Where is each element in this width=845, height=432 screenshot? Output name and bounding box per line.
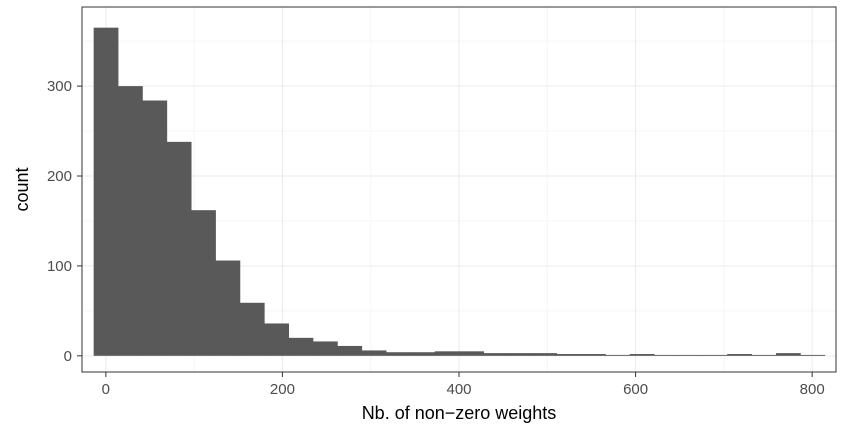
histogram-bar: [702, 354, 728, 356]
histogram-bar: [727, 354, 752, 356]
histogram-bar: [410, 352, 436, 356]
histogram-bar: [556, 354, 582, 356]
histogram-bar: [678, 354, 704, 356]
y-tick-label: 300: [47, 78, 72, 95]
histogram-bar: [312, 341, 338, 356]
y-tick-label: 100: [47, 258, 72, 275]
histogram-bar: [337, 345, 363, 356]
histogram-bar: [361, 350, 387, 356]
tick-labels: 0 200 400 600 800 0 100 200 300: [47, 78, 825, 398]
histogram-bar: [191, 210, 216, 356]
histogram-bar: [215, 260, 241, 356]
histogram-bar: [93, 27, 119, 356]
y-axis-title: count: [12, 167, 32, 211]
histogram-bar: [654, 354, 679, 356]
histogram-bar: [239, 302, 265, 356]
histogram-bar: [434, 351, 460, 356]
axis-ticks: [77, 85, 813, 377]
histogram-bar: [142, 100, 168, 356]
histogram-bar: [507, 353, 533, 356]
histogram-bar: [581, 354, 606, 356]
histogram-bar: [118, 86, 143, 356]
histogram-bar: [386, 352, 411, 356]
histogram-bar: [459, 351, 484, 356]
histogram-bar: [751, 354, 777, 356]
histogram-bar: [166, 141, 192, 356]
histogram-bar: [800, 354, 826, 356]
x-tick-label: 400: [446, 381, 471, 398]
x-tick-label: 800: [800, 381, 825, 398]
x-tick-label: 200: [270, 381, 295, 398]
histogram-bars: [93, 27, 826, 356]
x-tick-label: 600: [623, 381, 648, 398]
x-tick-label: 0: [102, 381, 110, 398]
histogram-bar: [605, 354, 631, 356]
histogram-bar: [483, 353, 509, 356]
histogram-bar: [264, 323, 289, 356]
histogram-bar: [629, 354, 655, 356]
y-tick-label: 0: [64, 348, 72, 365]
histogram-bar: [288, 337, 314, 356]
histogram-bar: [532, 353, 558, 356]
histogram-bar: [775, 353, 801, 356]
y-tick-label: 200: [47, 168, 72, 185]
x-axis-title: Nb. of non−zero weights: [362, 403, 557, 423]
